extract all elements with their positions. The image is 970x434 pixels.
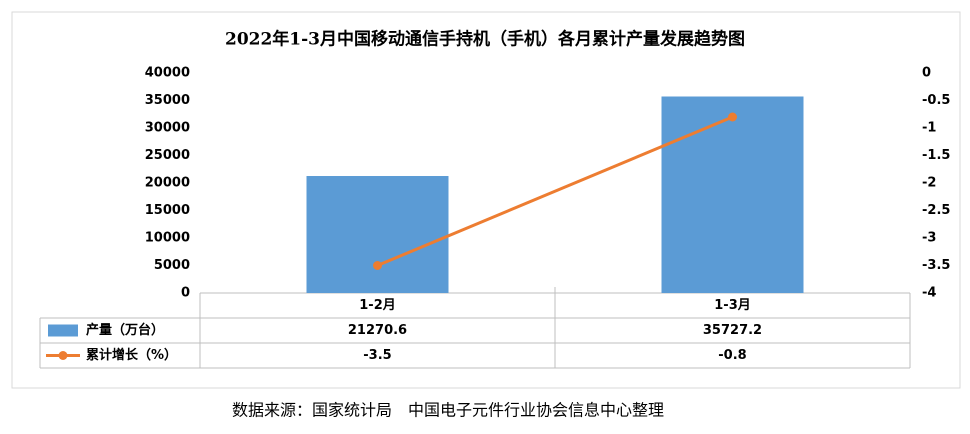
table-value: 21270.6 <box>348 323 407 338</box>
table-value: -3.5 <box>363 348 391 363</box>
table-value: 35727.2 <box>703 323 762 338</box>
y-tick-label: 5000 <box>154 258 190 273</box>
y-tick-label: 20000 <box>145 176 190 191</box>
y-tick-label: 35000 <box>145 93 190 108</box>
y2-tick-label: -0.5 <box>922 93 950 108</box>
y2-tick-label: 0 <box>922 66 931 81</box>
y-tick-label: 15000 <box>145 203 190 218</box>
y-tick-label: 10000 <box>145 231 190 246</box>
y2-tick-label: -1 <box>922 121 936 136</box>
y2-tick-label: -1.5 <box>922 148 950 163</box>
category-label: 1-2月 <box>359 298 396 313</box>
table-value: -0.8 <box>718 348 746 363</box>
y2-tick-label: -3 <box>922 231 936 246</box>
y-tick-label: 25000 <box>145 148 190 163</box>
line-point <box>373 261 382 270</box>
legend-label: 累计增长（%） <box>86 347 177 363</box>
line <box>376 115 734 267</box>
legend-swatch <box>48 324 78 337</box>
y-tick-label: 40000 <box>145 66 190 81</box>
legend-label: 产量（万台） <box>86 322 164 338</box>
chart-title: 2022年1-3月中国移动通信手持机（手机）各月累计产量发展趋势图 <box>225 29 745 50</box>
y2-tick-label: -4 <box>922 286 936 301</box>
y-tick-label: 0 <box>181 286 190 301</box>
bar <box>306 176 449 293</box>
legend-swatch <box>58 351 68 360</box>
y2-tick-label: -2.5 <box>922 203 950 218</box>
y-tick-label: 30000 <box>145 121 190 136</box>
category-label: 1-3月 <box>714 298 751 313</box>
y2-tick-label: -3.5 <box>922 258 950 273</box>
source-note: 数据来源：国家统计局 中国电子元件行业协会信息中心整理 <box>232 401 664 420</box>
bar <box>661 96 804 293</box>
y2-tick-label: -2 <box>922 176 936 191</box>
line-point <box>728 112 737 122</box>
